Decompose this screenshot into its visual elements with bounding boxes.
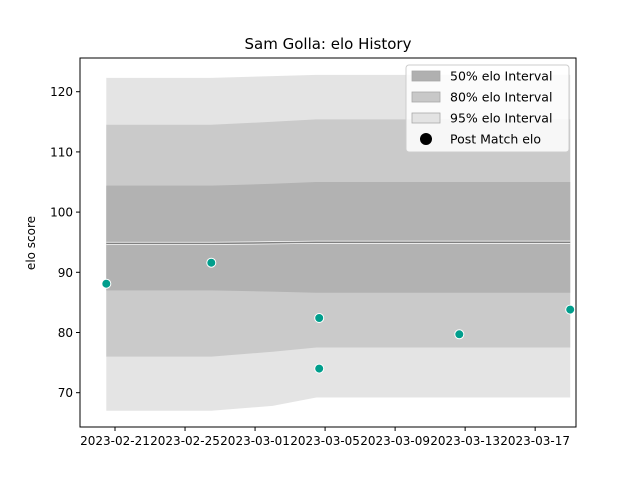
post-match-point-4 [314, 363, 325, 374]
legend-swatch-1 [411, 70, 441, 82]
x-tick-label-5: 2023-03-09 [360, 434, 430, 448]
legend-label-2: 80% elo Interval [450, 90, 552, 105]
y-axis-label: elo score [24, 216, 38, 270]
legend-box [405, 64, 570, 153]
interval-band-3 [106, 182, 571, 293]
x-axis-ticks: 2023-02-21 2023-02-25 2023-03-01 2023-03-05… [80, 427, 570, 448]
x-tick-label-6: 2023-03-13 [430, 434, 500, 448]
post-match-point-5 [454, 329, 465, 340]
x-tick-label-4: 2023-03-05 [290, 434, 360, 448]
y-tick-label-6: 120 [50, 85, 73, 99]
x-tick-label-1: 2023-02-21 [80, 434, 150, 448]
y-axis-ticks: 70 80 90 100 110 120 [50, 85, 80, 400]
median-line [106, 241, 571, 245]
post-match-point-2 [206, 257, 217, 268]
y-tick-label-2: 80 [58, 326, 73, 340]
plot-frame [79, 57, 577, 428]
x-tick-label-2: 2023-02-25 [150, 434, 220, 448]
y-tick-label-4: 100 [50, 206, 73, 220]
chart-title: Sam Golla: elo History [245, 35, 412, 53]
post-match-point-3 [314, 313, 325, 323]
legend-label-3: 95% elo Interval [450, 111, 552, 126]
legend-label-1: 50% elo Interval [450, 69, 552, 84]
y-tick-label-5: 110 [50, 145, 73, 159]
y-tick-label-3: 90 [58, 266, 73, 280]
y-tick-label-1: 70 [58, 386, 73, 400]
legend-swatch-2 [411, 91, 441, 103]
legend-label-4: Post Match elo [450, 132, 541, 147]
post-match-point-1 [101, 278, 112, 289]
legend-marker-post-match [420, 133, 432, 145]
x-tick-label-3: 2023-03-01 [220, 434, 290, 448]
median-line-group [106, 240, 571, 245]
legend-swatch-3 [411, 112, 441, 124]
x-tick-label-7: 2023-03-17 [500, 434, 570, 448]
legend: 50% elo Interval 80% elo Interval 95% elo … [405, 64, 570, 153]
post-match-points [101, 257, 576, 374]
post-match-point-6 [565, 304, 576, 315]
